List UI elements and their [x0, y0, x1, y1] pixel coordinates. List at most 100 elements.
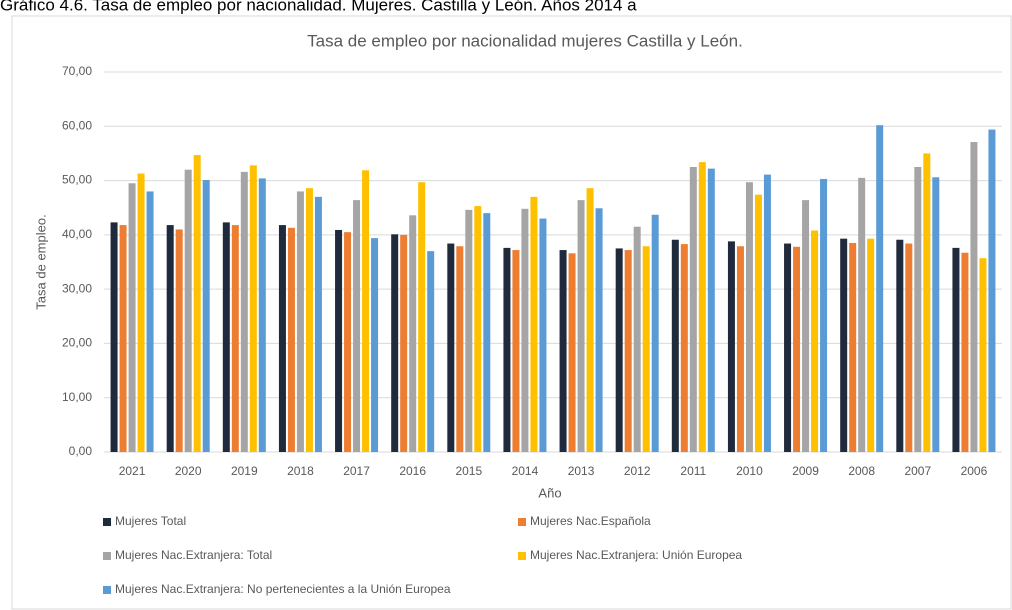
- bar: [296, 191, 304, 452]
- bar: [193, 155, 201, 453]
- y-tick-label: 0,00: [69, 444, 93, 458]
- x-tick-label: 2007: [904, 464, 931, 478]
- bar: [483, 213, 491, 452]
- bar: [409, 215, 417, 452]
- bar: [258, 178, 266, 452]
- bar: [671, 239, 679, 452]
- bar: [353, 200, 361, 452]
- x-tick-label: 2008: [848, 464, 875, 478]
- bar: [146, 191, 154, 452]
- x-tick-label: 2009: [792, 464, 819, 478]
- bar: [456, 246, 464, 452]
- bar: [905, 243, 913, 452]
- x-axis-label: Año: [538, 485, 561, 500]
- bar: [137, 173, 145, 452]
- bar: [184, 169, 192, 452]
- x-tick-label: 2006: [961, 464, 988, 478]
- legend-label: Mujeres Total: [115, 514, 186, 528]
- bar: [961, 252, 969, 452]
- bar: [119, 225, 127, 452]
- bar: [876, 125, 884, 452]
- bar: [727, 241, 735, 452]
- bar: [633, 226, 641, 452]
- bar: [110, 222, 118, 452]
- bar: [811, 230, 819, 452]
- legend-swatch: [103, 552, 111, 560]
- bar: [503, 247, 511, 452]
- x-tick-label: 2014: [512, 464, 539, 478]
- bar: [128, 183, 136, 453]
- bar: [689, 167, 697, 452]
- bar: [400, 234, 408, 452]
- bar: [858, 177, 866, 452]
- legend-label: Mujeres Nac.Extranjera: No perteneciente…: [115, 582, 451, 596]
- legend-label: Mujeres Nac.Extranjera: Unión Europea: [530, 548, 742, 562]
- legend-label: Mujeres Nac.Extranjera: Total: [115, 548, 272, 562]
- bar: [418, 182, 426, 452]
- bar: [698, 162, 706, 452]
- bar: [680, 244, 688, 452]
- bar: [391, 234, 399, 452]
- y-tick-label: 40,00: [62, 227, 92, 241]
- bar: [305, 188, 313, 452]
- y-tick-label: 70,00: [62, 64, 92, 78]
- bar: [896, 239, 904, 452]
- bar: [820, 178, 828, 452]
- bar: [793, 246, 801, 452]
- bar: [923, 153, 931, 452]
- bar: [240, 171, 248, 452]
- bar: [867, 238, 875, 452]
- y-axis-label: Tasa de empleo.: [33, 214, 48, 309]
- x-tick-label: 2015: [455, 464, 482, 478]
- bar: [371, 238, 379, 452]
- bar: [615, 248, 623, 452]
- legend-swatch: [103, 586, 111, 594]
- bar: [763, 174, 771, 452]
- y-tick-label: 20,00: [62, 336, 92, 350]
- bar: [568, 253, 576, 452]
- bar: [539, 218, 547, 452]
- bar: [624, 250, 632, 452]
- legend-label: Mujeres Nac.Española: [530, 514, 651, 528]
- x-tick-label: 2011: [680, 464, 706, 478]
- x-tick-label: 2012: [624, 464, 651, 478]
- bar: [707, 168, 715, 452]
- x-tick-label: 2018: [287, 464, 314, 478]
- bar: [427, 251, 435, 452]
- bar: [278, 225, 286, 452]
- bar: [970, 142, 978, 452]
- bar: [745, 182, 753, 452]
- legend-swatch: [518, 552, 526, 560]
- bar: [512, 250, 520, 452]
- bar: [586, 188, 594, 452]
- legend-swatch: [103, 518, 111, 526]
- bar: [932, 177, 940, 453]
- y-tick-label: 10,00: [62, 390, 92, 404]
- bar: [222, 222, 230, 452]
- bar: [849, 243, 857, 452]
- bar: [202, 180, 210, 452]
- bar: [166, 225, 174, 452]
- caption: Gráfico 4.6. Tasa de empleo por nacional…: [0, 0, 637, 14]
- bar: [344, 232, 352, 452]
- x-tick-label: 2021: [119, 464, 146, 478]
- bar: [474, 206, 482, 452]
- bar: [988, 129, 996, 453]
- bar: [754, 194, 762, 452]
- bar: [287, 227, 295, 452]
- bar: [314, 196, 322, 452]
- y-tick-label: 60,00: [62, 118, 92, 132]
- x-tick-label: 2013: [568, 464, 595, 478]
- bar: [802, 200, 810, 452]
- bar: [465, 209, 473, 452]
- bar: [840, 238, 848, 452]
- y-tick-label: 30,00: [62, 281, 92, 295]
- bar: [447, 243, 455, 452]
- bar: [362, 170, 370, 452]
- chart-title: Tasa de empleo por nacionalidad mujeres …: [307, 31, 743, 50]
- bar: [595, 208, 603, 452]
- bar: [559, 250, 567, 452]
- bar: [175, 229, 183, 452]
